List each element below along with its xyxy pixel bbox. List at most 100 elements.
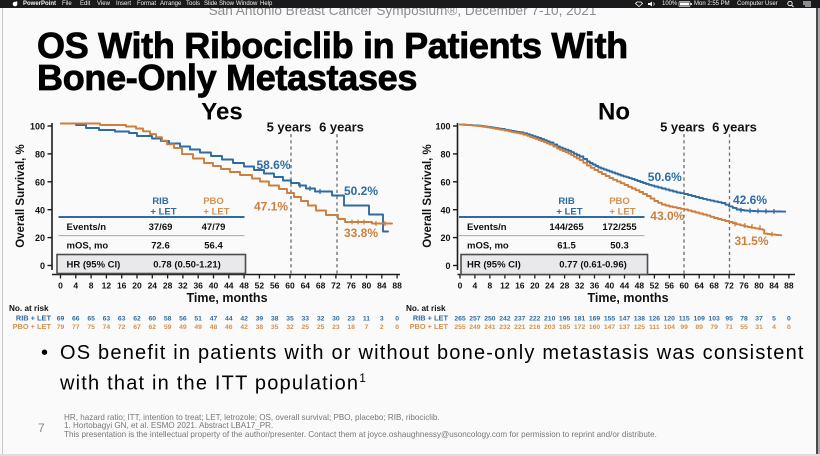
svg-text:232: 232	[499, 324, 511, 331]
svg-text:5: 5	[772, 316, 776, 323]
svg-text:69: 69	[57, 316, 65, 323]
svg-text:216: 216	[529, 324, 541, 331]
svg-text:56: 56	[179, 316, 187, 323]
svg-text:Time, months: Time, months	[186, 291, 267, 305]
svg-text:5 years: 5 years	[660, 120, 705, 135]
svg-text:46: 46	[225, 324, 233, 331]
svg-text:4: 4	[772, 324, 776, 331]
svg-text:48: 48	[239, 281, 249, 291]
svg-text:47: 47	[210, 316, 218, 323]
svg-text:95: 95	[725, 316, 733, 323]
svg-text:74: 74	[103, 324, 111, 331]
svg-text:249: 249	[469, 324, 481, 331]
svg-text:75: 75	[87, 324, 95, 331]
svg-text:47.1%: 47.1%	[254, 200, 288, 214]
svg-text:79: 79	[57, 324, 65, 331]
svg-text:241: 241	[484, 324, 496, 331]
svg-text:18: 18	[347, 324, 355, 331]
svg-text:242: 242	[499, 316, 511, 323]
svg-text:38: 38	[271, 316, 279, 323]
svg-text:52: 52	[650, 281, 660, 291]
svg-text:76: 76	[739, 281, 749, 291]
svg-text:31: 31	[755, 324, 763, 331]
svg-text:60: 60	[440, 177, 450, 187]
svg-text:61.5: 61.5	[557, 241, 576, 252]
svg-text:42.6%: 42.6%	[733, 193, 767, 207]
svg-text:Time, months: Time, months	[587, 291, 668, 305]
svg-text:37/69: 37/69	[149, 222, 173, 233]
svg-text:33: 33	[302, 316, 310, 323]
svg-text:16: 16	[117, 281, 127, 291]
svg-text:33.8%: 33.8%	[344, 226, 378, 240]
svg-text:32: 32	[286, 324, 294, 331]
svg-text:40: 40	[605, 281, 615, 291]
svg-text:144/265: 144/265	[549, 222, 584, 233]
svg-text:36: 36	[193, 281, 203, 291]
svg-text:255: 255	[454, 324, 466, 331]
svg-text:+ LET: + LET	[150, 207, 176, 218]
svg-text:42: 42	[240, 324, 248, 331]
svg-text:HR (95% CI): HR (95% CI)	[67, 260, 121, 271]
svg-text:100: 100	[435, 122, 450, 132]
svg-text:+ LET: + LET	[556, 207, 582, 218]
svg-text:63: 63	[118, 316, 126, 323]
svg-text:84: 84	[377, 281, 387, 291]
svg-text:0: 0	[458, 281, 463, 291]
svg-text:Yes: Yes	[201, 99, 242, 126]
svg-text:+ LET: + LET	[609, 207, 635, 218]
svg-text:RIB: RIB	[558, 196, 575, 207]
svg-text:8: 8	[89, 281, 94, 291]
svg-text:115: 115	[679, 316, 690, 323]
svg-text:257: 257	[469, 316, 481, 323]
svg-text:80: 80	[35, 150, 45, 160]
svg-text:221: 221	[514, 324, 526, 331]
svg-text:66: 66	[72, 316, 80, 323]
svg-text:67: 67	[133, 324, 141, 331]
svg-text:+ LET: + LET	[203, 207, 229, 218]
svg-text:43.0%: 43.0%	[650, 209, 684, 223]
svg-text:72: 72	[118, 324, 126, 331]
svg-text:56: 56	[665, 281, 675, 291]
svg-text:Overall Survival, %: Overall Survival, %	[15, 144, 27, 248]
svg-text:89: 89	[695, 324, 703, 331]
svg-text:147: 147	[604, 324, 616, 331]
svg-text:51: 51	[194, 316, 202, 323]
svg-text:32: 32	[575, 281, 585, 291]
svg-text:68: 68	[709, 281, 719, 291]
svg-text:109: 109	[694, 316, 706, 323]
svg-text:38: 38	[256, 324, 264, 331]
svg-text:88: 88	[784, 281, 794, 291]
svg-text:6 years: 6 years	[319, 120, 364, 135]
svg-text:84: 84	[769, 281, 779, 291]
svg-text:181: 181	[574, 316, 586, 323]
svg-text:78: 78	[740, 316, 748, 323]
svg-text:47/79: 47/79	[202, 222, 226, 233]
svg-text:60: 60	[679, 281, 689, 291]
svg-text:65: 65	[87, 316, 95, 323]
svg-text:3: 3	[380, 316, 384, 323]
svg-text:125: 125	[634, 324, 646, 331]
svg-text:20: 20	[132, 281, 142, 291]
svg-text:137: 137	[619, 324, 631, 331]
svg-text:PBO: PBO	[203, 196, 224, 207]
svg-text:80: 80	[362, 281, 372, 291]
svg-text:20: 20	[35, 233, 45, 243]
svg-text:32: 32	[178, 281, 188, 291]
svg-text:155: 155	[604, 316, 616, 323]
svg-text:103: 103	[708, 316, 720, 323]
svg-text:48: 48	[635, 281, 645, 291]
svg-text:24: 24	[148, 281, 158, 291]
svg-text:71: 71	[725, 324, 733, 331]
svg-text:56.4: 56.4	[204, 241, 223, 252]
svg-text:8: 8	[488, 281, 493, 291]
svg-text:147: 147	[619, 316, 631, 323]
svg-text:11: 11	[363, 316, 370, 323]
svg-text:77: 77	[72, 324, 80, 331]
svg-text:80: 80	[440, 150, 450, 160]
svg-text:20: 20	[530, 281, 540, 291]
svg-text:50.3: 50.3	[610, 241, 629, 252]
svg-text:40: 40	[440, 205, 450, 215]
svg-text:59: 59	[164, 324, 172, 331]
svg-text:185: 185	[559, 324, 571, 331]
svg-text:0: 0	[58, 281, 63, 291]
